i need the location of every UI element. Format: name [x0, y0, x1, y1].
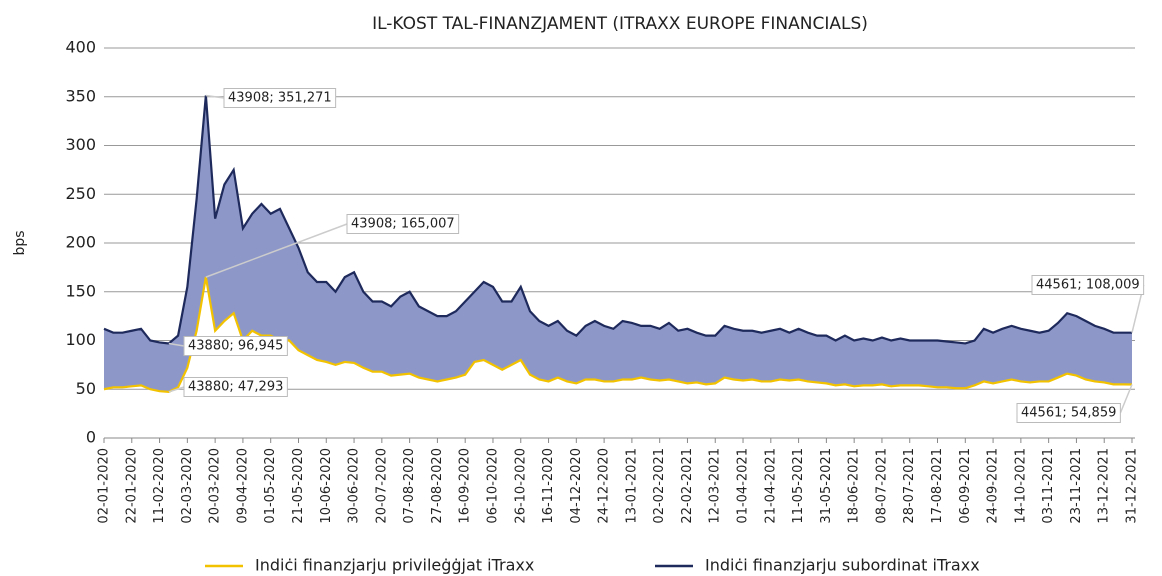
chart-title: IL-KOST TAL-FINANZJAMENT (ITRAXX EUROPE … — [372, 14, 868, 34]
x-tick-label: 26-10-2020 — [513, 448, 528, 524]
x-tick-label: 24-09-2021 — [986, 448, 1001, 524]
x-tick-label: 13-12-2021 — [1097, 448, 1112, 524]
y-axis-label: bps — [12, 230, 28, 255]
legend-label: Indiċi finanzjarju subordinat iTraxx — [705, 556, 980, 575]
annotation-text: 43908; 351,271 — [228, 91, 332, 106]
annotation: 43908; 165,007 — [205, 214, 460, 278]
x-tick-label: 06-10-2020 — [485, 448, 500, 524]
x-tick-label: 09-04-2020 — [235, 448, 250, 524]
annotation-box — [183, 336, 288, 356]
annotation-leader — [168, 386, 185, 393]
x-tick-label: 24-12-2020 — [597, 448, 612, 524]
annotation-text: 44561; 54,859 — [1021, 406, 1116, 421]
x-tick-label: 16-09-2020 — [458, 448, 473, 524]
x-tick-label: 20-03-2020 — [208, 448, 223, 524]
x-tick-label: 18-06-2021 — [847, 448, 862, 524]
annotation-leader — [205, 94, 225, 99]
annotation-text: 44561; 108,009 — [1036, 278, 1140, 293]
annotation: 43908; 351,271 — [205, 88, 337, 108]
x-tick-label: 27-08-2020 — [430, 448, 445, 524]
legend: Indiċi finanzjarju privileġġjat iTraxx In… — [205, 556, 980, 575]
annotation-box — [223, 88, 337, 108]
annotation: 43880; 47,293 — [168, 377, 288, 397]
y-tick-label: 400 — [65, 38, 96, 57]
x-tick-label: 31-12-2021 — [1125, 448, 1140, 524]
x-tick-label: 23-11-2021 — [1069, 448, 1084, 524]
annotation: 44561; 108,009 — [1031, 275, 1145, 333]
annotation-box — [183, 377, 288, 397]
annotation-text: 43880; 96,945 — [188, 339, 283, 354]
x-tick-label: 08-07-2021 — [874, 448, 889, 524]
annotation: 44561; 54,859 — [1016, 384, 1133, 423]
y-tick-label: 0 — [86, 428, 96, 447]
x-tick-label: 10-06-2020 — [319, 448, 334, 524]
y-tick-label: 100 — [65, 330, 96, 349]
annotation-box — [346, 214, 460, 234]
x-tick-label: 21-04-2021 — [763, 448, 778, 524]
series-line — [103, 95, 1133, 345]
y-tick-label: 350 — [65, 86, 96, 105]
x-tick-label: 11-05-2021 — [791, 448, 806, 524]
x-tick-label: 20-07-2020 — [374, 448, 389, 524]
annotation-text: 43880; 47,293 — [188, 380, 283, 395]
annotation-box — [1016, 403, 1121, 423]
x-tick-label: 21-05-2020 — [291, 448, 306, 524]
x-tick-label: 14-10-2021 — [1013, 448, 1028, 524]
y-tick-label: 200 — [65, 233, 96, 252]
x-tick-label: 02-01-2020 — [97, 448, 112, 524]
annotation-text: 43908; 165,007 — [351, 217, 455, 232]
x-tick-label: 07-08-2020 — [402, 448, 417, 524]
y-tick-label: 150 — [65, 281, 96, 300]
annotation: 43880; 96,945 — [168, 336, 288, 356]
area-band — [104, 95, 1132, 392]
x-tick-label: 02-03-2020 — [180, 448, 195, 524]
x-tick-label: 01-05-2020 — [263, 448, 278, 524]
x-tick-label: 17-08-2021 — [930, 448, 945, 524]
x-tick-label: 02-02-2021 — [652, 448, 667, 524]
x-tick-label: 11-02-2020 — [152, 448, 167, 524]
annotation-box — [1031, 275, 1145, 295]
x-tick-label: 12-03-2021 — [708, 448, 723, 524]
annotation-leader — [1119, 384, 1133, 414]
y-tick-label: 300 — [65, 135, 96, 154]
x-tick-label: 04-12-2020 — [569, 448, 584, 524]
x-tick-label: 22-02-2021 — [680, 448, 695, 524]
x-tick-label: 13-01-2021 — [624, 448, 639, 524]
x-tick-label: 22-01-2020 — [124, 448, 139, 524]
x-tick-label: 28-07-2021 — [902, 448, 917, 524]
x-tick-label: 30-06-2020 — [347, 448, 362, 524]
x-tick-label: 01-04-2021 — [736, 448, 751, 524]
x-tick-label: 31-05-2021 — [819, 448, 834, 524]
y-tick-label: 250 — [65, 184, 96, 203]
annotation-leader — [168, 342, 185, 347]
y-tick-label: 50 — [76, 379, 96, 398]
x-tick-label: 06-09-2021 — [958, 448, 973, 524]
x-tick-label: 16-11-2020 — [541, 448, 556, 524]
x-tick-label: 03-11-2021 — [1041, 448, 1056, 524]
legend-label: Indiċi finanzjarju privileġġjat iTraxx — [255, 556, 534, 575]
annotation-leader — [205, 223, 348, 278]
